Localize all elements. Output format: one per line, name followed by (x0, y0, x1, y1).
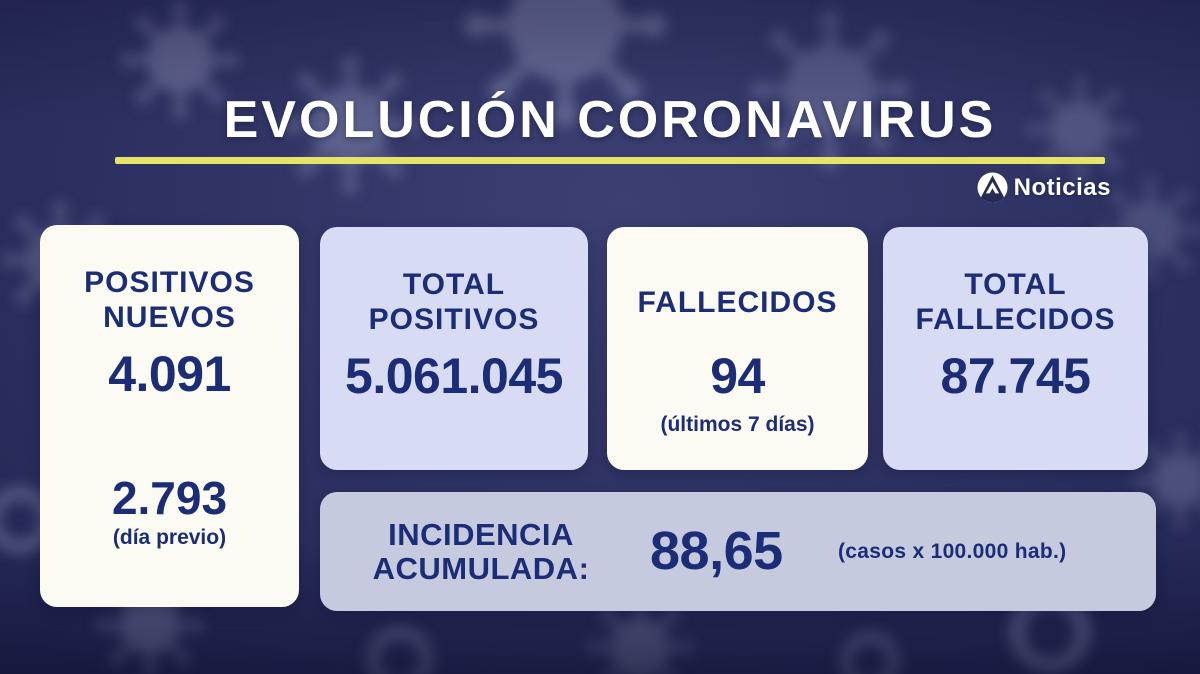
positivos-nuevos-value: 4.091 (108, 346, 231, 402)
card-fallecidos: FALLECIDOS 94 (últimos 7 días) (607, 227, 868, 470)
card-title: TOTAL FALLECIDOS (915, 268, 1116, 336)
incidence-value: 88,65 (650, 520, 783, 581)
total-fallecidos-value: 87.745 (940, 348, 1091, 404)
card-total-fallecidos: TOTAL FALLECIDOS 87.745 (883, 227, 1148, 470)
incidence-label: INCIDENCIA ACUMULADA: (372, 516, 590, 586)
card-title: FALLECIDOS (637, 285, 838, 319)
card-title: POSITIVOS NUEVOS (84, 266, 255, 334)
channel-brand: Noticias (977, 172, 1111, 203)
card-total-positivos: TOTAL POSITIVOS 5.061.045 (320, 227, 588, 470)
incidence-unit: (casos x 100.000 hab.) (838, 539, 1067, 563)
card-title: TOTAL POSITIVOS (368, 268, 540, 336)
positivos-previo-note: (día previo) (112, 526, 227, 549)
fallecidos-note: (últimos 7 días) (660, 413, 815, 436)
incidence-bar: INCIDENCIA ACUMULADA: 88,65 (casos x 100… (320, 492, 1156, 611)
title-underline (115, 157, 1105, 164)
antena3-logo-icon (977, 172, 1008, 203)
page-title: EVOLUCIÓN CORONAVIRUS (223, 91, 997, 149)
brand-name: Noticias (1013, 173, 1111, 201)
card-positivos-nuevos: POSITIVOS NUEVOS 4.091 2.793 (día previo… (40, 225, 299, 607)
fallecidos-value: 94 (710, 348, 765, 404)
total-positivos-value: 5.061.045 (345, 348, 563, 404)
positivos-previo-value: 2.793 (111, 472, 228, 524)
